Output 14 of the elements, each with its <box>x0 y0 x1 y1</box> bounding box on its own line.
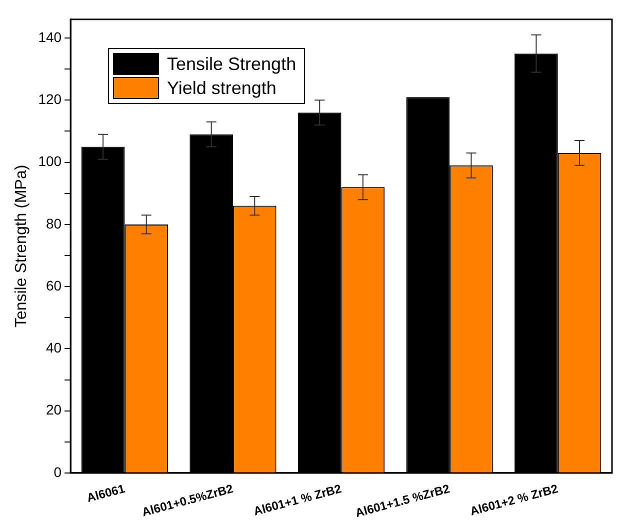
y-tick-label: 0 <box>54 464 62 480</box>
x-tick-label: Al601+1 % ZrB2 <box>252 481 344 518</box>
y-tick-label: 60 <box>46 277 62 294</box>
y-tick-label: 40 <box>46 340 62 356</box>
x-tick-label: Al6061 <box>85 481 127 506</box>
y-tick-label: 140 <box>38 28 62 45</box>
x-tick-label: Al601+2 % ZrB2 <box>468 481 560 518</box>
legend-label: Yield strength <box>167 77 276 100</box>
legend-label: Tensile Strength <box>167 53 296 76</box>
y-tick-label: 100 <box>38 153 62 170</box>
y-tick-label: 120 <box>38 91 62 108</box>
y-tick-label: 20 <box>46 402 62 418</box>
y-tick-label: 80 <box>46 215 62 232</box>
y-axis-title: Tensile Strength (MPa) <box>13 164 30 328</box>
